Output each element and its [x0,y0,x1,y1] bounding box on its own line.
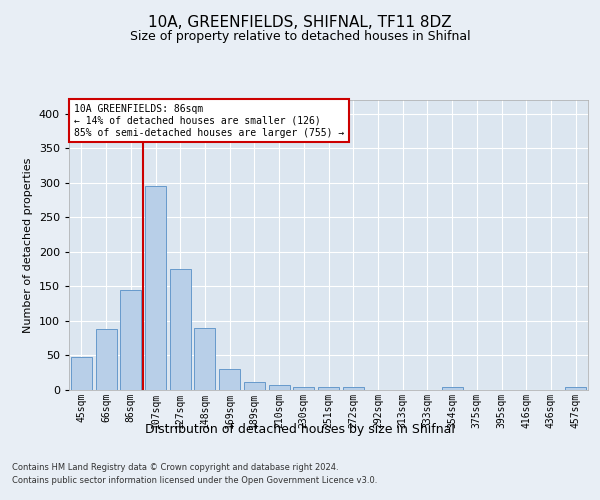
Bar [194,328,215,390]
Text: Contains HM Land Registry data © Crown copyright and database right 2024.: Contains HM Land Registry data © Crown c… [12,462,338,471]
Bar [71,357,92,390]
Bar [269,385,290,390]
Bar [120,290,141,390]
Bar [343,387,364,390]
Bar [442,387,463,390]
Text: 10A, GREENFIELDS, SHIFNAL, TF11 8DZ: 10A, GREENFIELDS, SHIFNAL, TF11 8DZ [148,15,452,30]
Text: Size of property relative to detached houses in Shifnal: Size of property relative to detached ho… [130,30,470,43]
Text: Contains public sector information licensed under the Open Government Licence v3: Contains public sector information licen… [12,476,377,485]
Text: Distribution of detached houses by size in Shifnal: Distribution of detached houses by size … [145,422,455,436]
Bar [145,186,166,390]
Text: 10A GREENFIELDS: 86sqm
← 14% of detached houses are smaller (126)
85% of semi-de: 10A GREENFIELDS: 86sqm ← 14% of detached… [74,104,344,138]
Y-axis label: Number of detached properties: Number of detached properties [23,158,33,332]
Bar [318,387,339,390]
Bar [95,329,116,390]
Bar [219,370,240,390]
Bar [293,386,314,390]
Bar [170,269,191,390]
Bar [565,387,586,390]
Bar [244,382,265,390]
